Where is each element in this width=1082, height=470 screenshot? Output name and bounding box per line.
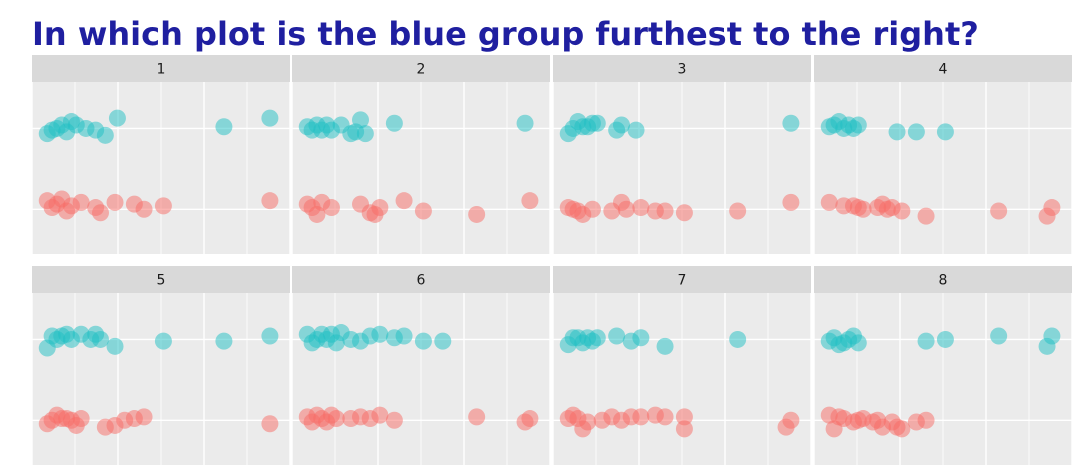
red-point <box>1043 199 1061 217</box>
red-point <box>135 200 153 218</box>
red-point <box>893 202 911 220</box>
blue-point <box>106 337 124 355</box>
red-point <box>583 200 601 218</box>
red-point <box>72 410 90 428</box>
facet-label: 5 <box>157 273 166 289</box>
red-point <box>385 411 403 429</box>
blue-point <box>907 123 925 141</box>
red-point <box>261 415 279 433</box>
blue-point <box>261 327 279 345</box>
blue-point <box>96 126 114 144</box>
blue-point <box>215 118 233 136</box>
blue-point <box>395 327 413 345</box>
red-point <box>632 199 650 217</box>
facet-strip <box>292 266 550 293</box>
red-point <box>579 413 597 431</box>
blue-point <box>917 332 935 350</box>
facet-label: 8 <box>939 273 948 289</box>
facet-strip <box>553 266 811 293</box>
blue-point <box>936 123 954 141</box>
red-point <box>656 202 674 220</box>
blue-point <box>849 334 867 352</box>
blue-point <box>371 325 389 343</box>
blue-point <box>352 111 369 129</box>
red-point <box>782 411 800 429</box>
facet-label: 7 <box>678 273 687 289</box>
red-point <box>72 193 90 211</box>
facet-strip <box>292 55 550 82</box>
red-point <box>414 202 432 220</box>
red-point <box>617 200 635 218</box>
blue-point <box>108 109 126 127</box>
blue-point <box>608 327 626 345</box>
red-point <box>154 197 172 215</box>
blue-point <box>414 332 432 350</box>
blue-point <box>516 114 534 132</box>
blue-point <box>849 116 867 134</box>
blue-point <box>92 330 109 348</box>
blue-point <box>356 125 374 143</box>
red-point <box>893 420 911 438</box>
red-point <box>371 406 389 424</box>
blue-point <box>888 123 906 141</box>
red-point <box>820 193 838 211</box>
facet-strip <box>553 55 811 82</box>
red-point <box>327 410 345 428</box>
blue-point <box>434 332 452 350</box>
red-point <box>917 207 935 225</box>
facet-strip <box>32 266 290 293</box>
red-point <box>782 193 800 211</box>
red-point <box>261 192 279 210</box>
red-point <box>468 408 486 426</box>
facet-label: 6 <box>417 273 426 289</box>
blue-point <box>154 332 172 350</box>
facet-strip <box>814 55 1072 82</box>
blue-point <box>215 332 233 350</box>
red-point <box>521 192 539 210</box>
red-point <box>917 411 935 429</box>
blue-point <box>261 109 279 127</box>
red-point <box>656 408 674 426</box>
blue-point <box>782 114 800 132</box>
red-point <box>395 192 413 210</box>
red-point <box>371 199 389 217</box>
red-point <box>675 420 693 438</box>
red-point <box>729 202 747 220</box>
blue-point <box>385 114 403 132</box>
red-point <box>675 408 693 426</box>
red-point <box>322 199 340 217</box>
red-point <box>632 408 650 426</box>
blue-point <box>656 337 674 355</box>
red-point <box>92 204 109 222</box>
blue-point <box>1043 327 1061 345</box>
red-point <box>468 205 486 223</box>
question-title: In which plot is the blue group furthest… <box>32 15 979 53</box>
facet-strip <box>814 266 1072 293</box>
red-point <box>135 408 153 426</box>
blue-point <box>613 116 630 134</box>
blue-point <box>990 327 1008 345</box>
red-point <box>990 202 1008 220</box>
facet-label: 4 <box>939 62 948 78</box>
facet-strip <box>32 55 290 82</box>
blue-point <box>588 329 606 347</box>
blue-point <box>588 114 606 132</box>
red-point <box>106 193 124 211</box>
red-point <box>854 200 872 218</box>
blue-point <box>729 330 747 348</box>
facet-label: 1 <box>157 62 166 78</box>
red-point <box>675 204 693 222</box>
facet-label: 3 <box>678 62 687 78</box>
red-point <box>521 410 539 428</box>
facet-label: 2 <box>417 62 426 78</box>
blue-point <box>627 121 645 139</box>
blue-point <box>632 329 650 347</box>
blue-point <box>936 330 954 348</box>
